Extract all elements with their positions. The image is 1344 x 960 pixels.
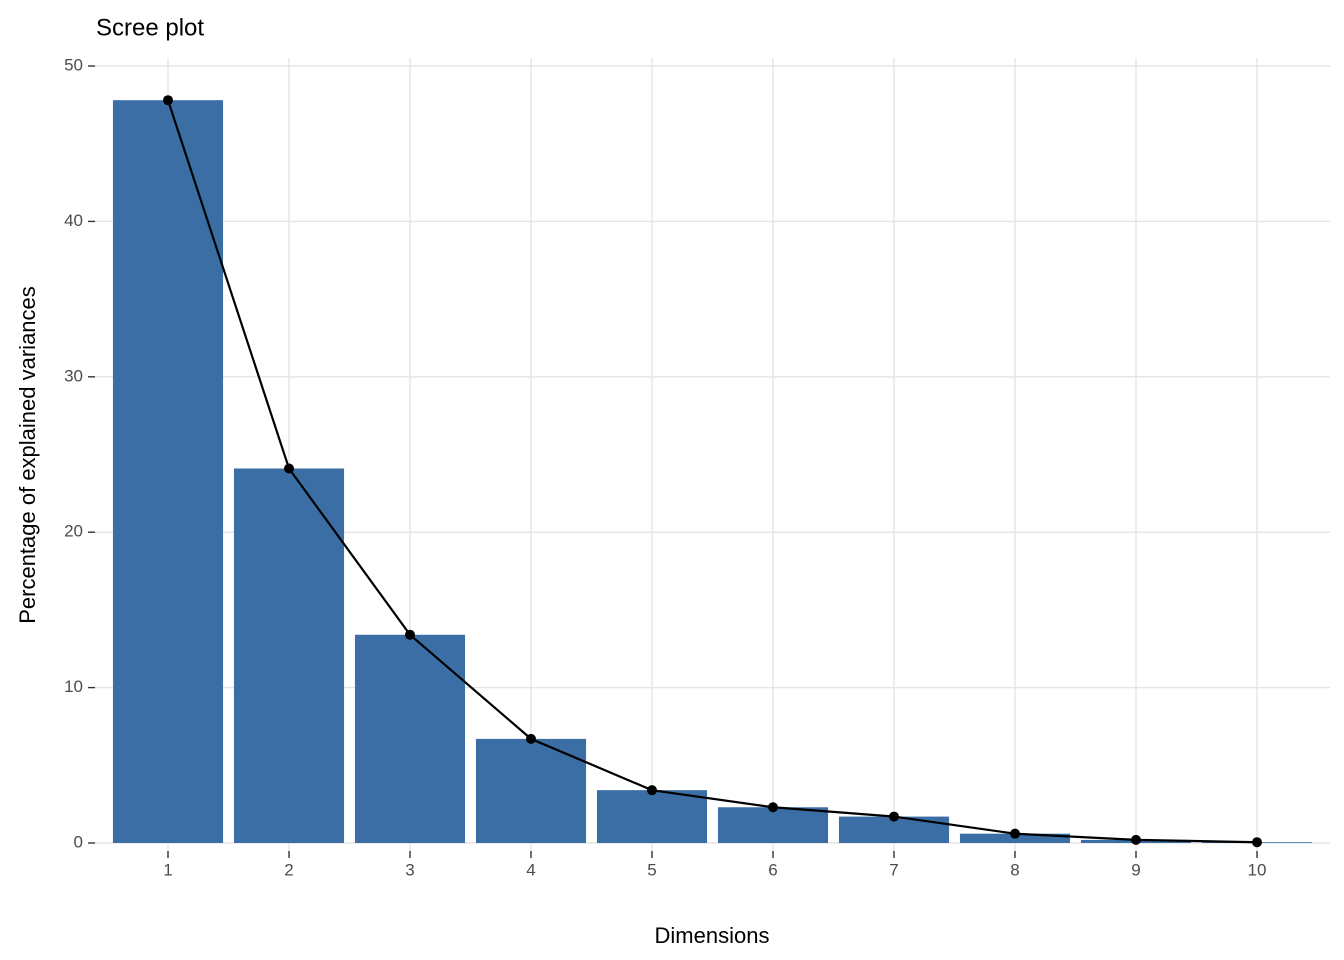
y-tick-label: 10: [64, 677, 83, 696]
bar: [596, 790, 708, 843]
y-tick-label: 0: [74, 832, 83, 851]
point: [1131, 834, 1141, 845]
y-tick-label: 40: [64, 211, 83, 230]
x-tick-label: 7: [889, 860, 898, 879]
x-tick-label: 2: [284, 860, 293, 879]
chart-title: Scree plot: [96, 14, 204, 41]
point: [405, 629, 415, 640]
y-tick-label: 50: [64, 55, 83, 74]
line: [166, 99, 1258, 844]
x-tick-label: 6: [768, 860, 777, 879]
x-tick-label: 4: [526, 860, 535, 879]
bar: [475, 738, 587, 843]
point: [163, 95, 173, 106]
bar: [354, 634, 466, 843]
y-tick-label: 20: [64, 522, 83, 541]
x-tick-label: 9: [1131, 860, 1140, 879]
x-tick-label: 1: [163, 860, 172, 879]
x-tick-label: 5: [647, 860, 656, 879]
x-tick-label: 3: [405, 860, 414, 879]
x-tick-label: 8: [1010, 860, 1019, 879]
y-axis-label: Percentage of explained variances: [15, 286, 40, 624]
bar: [717, 807, 829, 843]
point: [526, 733, 536, 744]
point: [1252, 837, 1262, 848]
point: [889, 811, 899, 822]
point: [1010, 828, 1020, 839]
point: [768, 802, 778, 813]
point: [647, 785, 657, 796]
bar: [233, 468, 345, 843]
x-axis-label: Dimensions: [655, 923, 770, 948]
x-tick-label: 10: [1248, 860, 1267, 879]
point: [284, 463, 294, 474]
bar: [112, 100, 224, 844]
y-tick-label: 30: [64, 366, 83, 385]
